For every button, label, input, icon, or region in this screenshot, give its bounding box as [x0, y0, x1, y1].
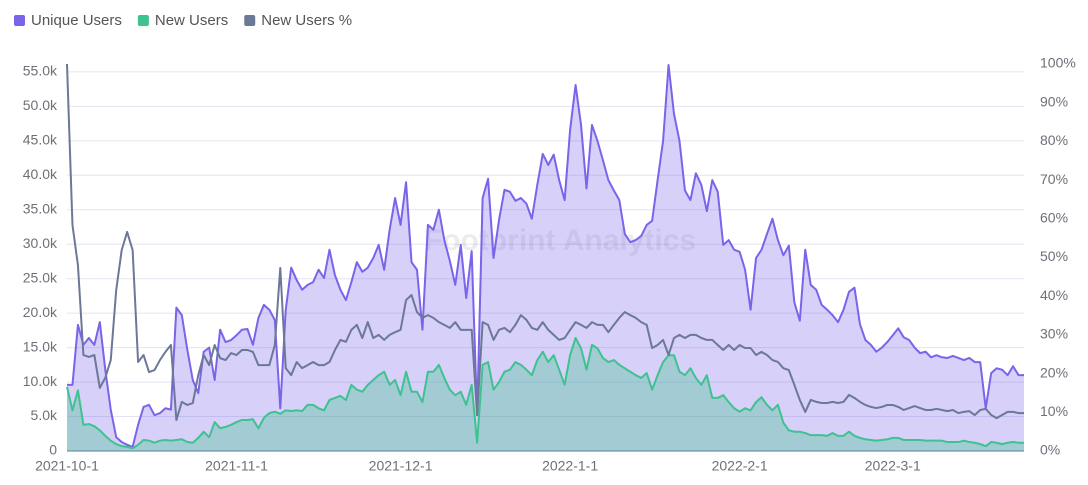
plot [66, 63, 1024, 451]
legend-label: Unique Users [31, 12, 122, 29]
y-tick-label: 30.0k [23, 235, 58, 251]
y-tick-label: 40.0k [23, 166, 58, 182]
y2-tick-label: 40% [1040, 287, 1068, 303]
y2-tick-label: 30% [1040, 326, 1068, 342]
y-tick-label: 0 [49, 442, 57, 458]
line [66, 336, 1024, 450]
y-tick-label: 25.0k [23, 269, 58, 285]
x-tick-label: 2021-12-1 [369, 458, 433, 474]
x-tick-label: 2022-3-1 [865, 458, 921, 474]
y2-tick-label: 50% [1040, 248, 1068, 264]
legend-label: New Users % [261, 12, 352, 29]
y2-tick-label: 20% [1040, 364, 1068, 380]
y2-tick-label: 0% [1040, 442, 1060, 458]
x-tick-label: 2021-10-1 [35, 458, 99, 474]
y2-tick-label: 100% [1040, 55, 1076, 71]
area [67, 337, 1024, 451]
watermark: Footprint Analytics [424, 224, 696, 257]
y2-tick-label: 90% [1040, 93, 1068, 109]
y-tick-label: 45.0k [23, 132, 58, 148]
x-tick-label: 2021-11-1 [205, 458, 268, 474]
legend-swatch [137, 15, 149, 26]
y-tick-label: 20.0k [23, 304, 58, 320]
y2-tick-label: 60% [1040, 210, 1068, 226]
x-tick-label: 2022-1-1 [542, 458, 598, 474]
y-tick-label: 10.0k [23, 373, 58, 389]
y-tick-label: 5.0k [31, 407, 58, 423]
y-tick-label: 50.0k [23, 97, 58, 113]
x-tick-label: 2022-2-1 [712, 458, 768, 474]
y-tick-label: 15.0k [23, 338, 58, 354]
legend: Unique Users New Users New Users % [14, 12, 352, 29]
legend-swatch [14, 15, 25, 26]
legend-label: New Users [155, 12, 228, 29]
legend-swatch [244, 15, 256, 26]
y2-tick-label: 70% [1040, 171, 1068, 187]
line [67, 64, 1024, 448]
y-tick-label: 35.0k [23, 200, 58, 216]
y-tick-label: 55.0k [23, 63, 58, 79]
y2-tick-label: 80% [1040, 132, 1068, 148]
grid: 0 5.0k 10.0k 15.0k 20.0k 25.0k 30.0k 35.0k 40.0k… [23, 55, 1076, 474]
y2-tick-label: 10% [1040, 403, 1068, 419]
line [66, 63, 1024, 422]
area [67, 65, 1024, 451]
